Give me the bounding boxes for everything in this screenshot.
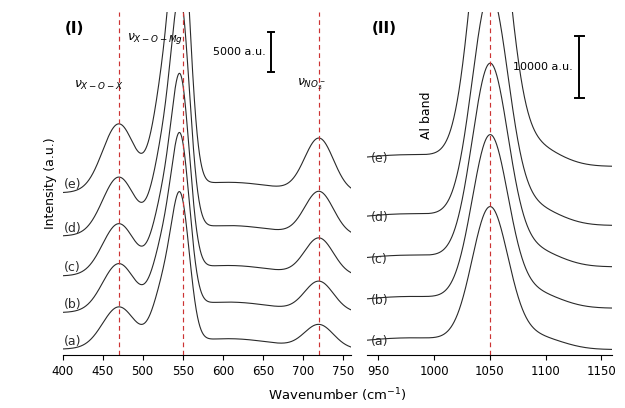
Text: Al band: Al band <box>420 92 432 139</box>
Text: $\nu_{X-O-X}$: $\nu_{X-O-X}$ <box>74 79 123 92</box>
Text: (b): (b) <box>64 298 82 311</box>
Text: 10000 a.u.: 10000 a.u. <box>512 62 572 72</box>
Text: $\nu_{X-O-Mg}$: $\nu_{X-O-Mg}$ <box>127 31 182 46</box>
Text: (a): (a) <box>64 335 82 348</box>
Text: Wavenumber (cm$^{-1}$): Wavenumber (cm$^{-1}$) <box>268 386 407 404</box>
Text: (e): (e) <box>64 178 82 191</box>
Text: (d): (d) <box>64 222 82 235</box>
Text: $\nu_{NO_3^-}$: $\nu_{NO_3^-}$ <box>297 77 326 92</box>
Text: (II): (II) <box>372 21 397 36</box>
Text: (a): (a) <box>371 335 388 348</box>
Y-axis label: Intensity (a.u.): Intensity (a.u.) <box>44 138 57 229</box>
Text: (d): (d) <box>371 211 388 224</box>
Text: 5000 a.u.: 5000 a.u. <box>213 47 266 57</box>
Text: (c): (c) <box>64 262 81 275</box>
Text: (e): (e) <box>371 152 388 165</box>
Text: (b): (b) <box>371 294 388 307</box>
Text: (c): (c) <box>371 253 388 266</box>
Text: (I): (I) <box>65 20 84 35</box>
